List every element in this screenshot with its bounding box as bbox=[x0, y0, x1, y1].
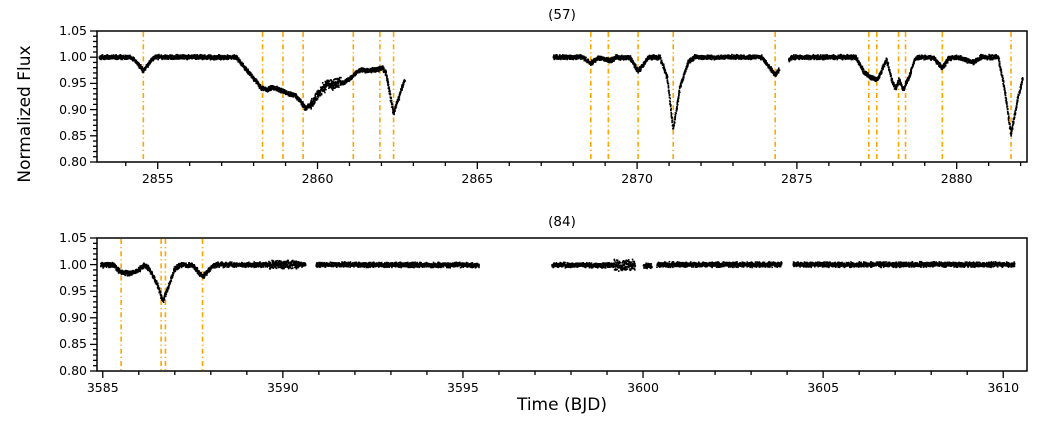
panel-57-title: (57) bbox=[548, 7, 576, 23]
y-tick-label: 0.95 bbox=[59, 75, 87, 91]
y-tick-label: 1.05 bbox=[59, 230, 87, 245]
x-tick-label: 2860 bbox=[301, 171, 334, 186]
panel-84-title: (84) bbox=[548, 214, 576, 230]
x-tick-label: 2870 bbox=[621, 171, 653, 186]
x-tick-label: 2865 bbox=[461, 171, 494, 186]
x-tick-label: 3605 bbox=[807, 380, 840, 395]
y-tick-label: 0.85 bbox=[59, 127, 87, 143]
y-tick-label: 1.05 bbox=[59, 23, 87, 38]
y-tick-label: 0.80 bbox=[59, 154, 87, 169]
x-axis-label: Time (BJD) bbox=[516, 395, 608, 415]
x-tick-label: 3590 bbox=[266, 380, 299, 395]
x-tick-label: 3610 bbox=[987, 380, 1020, 395]
y-tick-label: 0.90 bbox=[59, 309, 87, 325]
x-tick-label: 3585 bbox=[86, 380, 119, 395]
y-tick-label: 0.80 bbox=[59, 363, 87, 378]
x-tick-label: 3595 bbox=[447, 380, 479, 395]
y-tick-label: 0.90 bbox=[59, 101, 87, 117]
y-tick-label: 0.85 bbox=[59, 336, 87, 352]
x-tick-label: 2855 bbox=[141, 171, 174, 186]
y-tick-label: 0.95 bbox=[59, 283, 87, 299]
x-tick-label: 2880 bbox=[940, 171, 973, 186]
x-tick-label: 2875 bbox=[780, 171, 813, 186]
x-tick-label: 3600 bbox=[627, 380, 659, 395]
y-tick-label: 1.00 bbox=[59, 49, 87, 65]
y-axis-label: Normalized Flux bbox=[15, 45, 35, 183]
y-tick-label: 1.00 bbox=[59, 256, 87, 272]
